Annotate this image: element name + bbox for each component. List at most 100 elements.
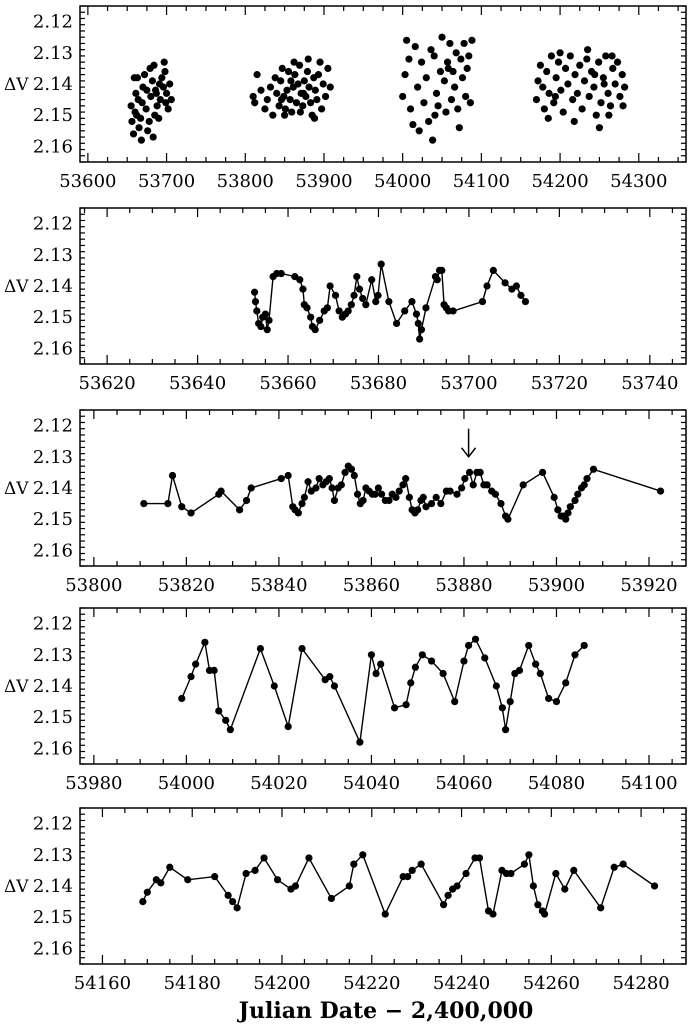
data-point [326, 83, 334, 91]
data-point [407, 679, 415, 687]
data-point [431, 111, 439, 119]
data-point [281, 111, 289, 119]
data-point [544, 114, 552, 122]
data-point [466, 99, 474, 107]
y-tick-label: 2.15 [33, 707, 73, 728]
x-tick-label: 53980 [65, 773, 122, 794]
data-point [432, 89, 441, 97]
data-point [261, 310, 270, 318]
data-point [256, 644, 265, 653]
data-point [253, 307, 261, 315]
x-tick-label: 54100 [453, 171, 510, 192]
data-point [226, 726, 234, 734]
y-tick-label: 2.16 [33, 136, 73, 157]
data-point [307, 313, 315, 321]
data-point [504, 515, 512, 523]
data-point [616, 92, 624, 101]
data-point [414, 83, 422, 91]
y-tick-label: 2.12 [33, 614, 73, 635]
plot-frame [79, 207, 687, 365]
data-point [295, 61, 304, 69]
x-tick-label: 53820 [158, 575, 215, 596]
data-point [145, 117, 153, 126]
data-point [611, 80, 619, 88]
data-point [476, 468, 484, 476]
data-point [576, 61, 584, 69]
data-point [478, 298, 487, 306]
data-point [319, 80, 327, 88]
data-point [385, 298, 393, 306]
data-point [296, 276, 304, 284]
data-point [368, 276, 376, 284]
data-point [609, 64, 617, 72]
data-point [613, 58, 622, 66]
y-tick-label: 2.15 [33, 307, 73, 328]
data-point [408, 298, 416, 306]
data-point [621, 83, 629, 91]
data-point [187, 509, 195, 517]
data-point [489, 266, 497, 274]
data-point [313, 96, 321, 104]
data-point [144, 127, 152, 135]
data-point [134, 96, 142, 104]
data-point [519, 481, 527, 489]
y-tick-label: 2.13 [33, 245, 73, 266]
data-point [461, 475, 469, 483]
data-point [318, 105, 326, 113]
data-point [602, 52, 610, 60]
data-point [525, 641, 533, 650]
data-point [367, 651, 376, 659]
data-point [442, 108, 450, 116]
x-tick-label: 54200 [531, 171, 588, 192]
data-point [292, 99, 301, 107]
x-tick-label: 54020 [250, 773, 307, 794]
x-tick-label: 54000 [374, 171, 431, 192]
data-point [250, 288, 259, 296]
data-point [570, 866, 578, 875]
panel-2: 53620 53640 53660 53680 53700 53720 53740 2.12 2… [4, 207, 687, 394]
data-point [583, 55, 591, 63]
data-point [287, 77, 295, 85]
data-point [540, 105, 548, 113]
data-point [321, 92, 330, 101]
x-tick-label: 54000 [158, 773, 215, 794]
data-point [261, 105, 269, 113]
data-point [304, 478, 312, 486]
x-tick-label: 53900 [528, 575, 585, 596]
data-point [506, 698, 514, 706]
data-point [590, 83, 598, 91]
data-point [507, 869, 515, 878]
y-tick-label: 2.13 [33, 845, 73, 866]
data-point [251, 866, 259, 875]
data-point [359, 496, 367, 505]
data-point [414, 506, 422, 514]
data-point [372, 298, 380, 306]
data-point [403, 36, 411, 44]
data-point [585, 92, 593, 101]
data-point [140, 500, 148, 508]
data-point [545, 89, 553, 97]
data-point [151, 111, 159, 119]
data-point [371, 490, 379, 498]
data-point [341, 468, 349, 476]
data-point [314, 71, 323, 79]
x-tick-label: 54240 [433, 973, 490, 994]
y-axis-label: ΔV [4, 677, 29, 697]
data-point [263, 96, 271, 104]
data-point [422, 503, 430, 511]
data-point [599, 74, 607, 82]
y-tick-label: 2.15 [33, 105, 73, 126]
data-point [460, 39, 468, 48]
data-point [483, 481, 491, 489]
data-point [415, 127, 423, 135]
light-curve-line [142, 852, 655, 916]
data-point [554, 58, 563, 66]
data-point [359, 294, 367, 303]
data-point [483, 282, 491, 290]
y-tick-label: 2.15 [33, 907, 73, 928]
data-point [135, 124, 143, 132]
data-point [326, 282, 334, 290]
data-point [536, 669, 544, 678]
data-point [457, 55, 465, 63]
data-point [271, 74, 279, 82]
